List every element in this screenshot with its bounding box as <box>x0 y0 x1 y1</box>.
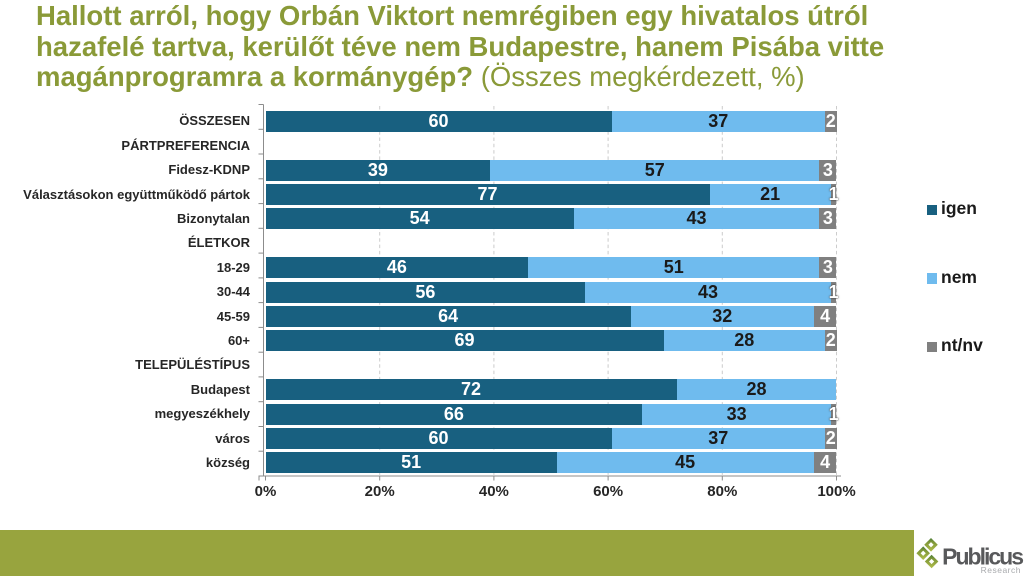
svg-text:Research: Research <box>981 565 1021 575</box>
svg-text:Publicus: Publicus <box>942 544 1023 570</box>
